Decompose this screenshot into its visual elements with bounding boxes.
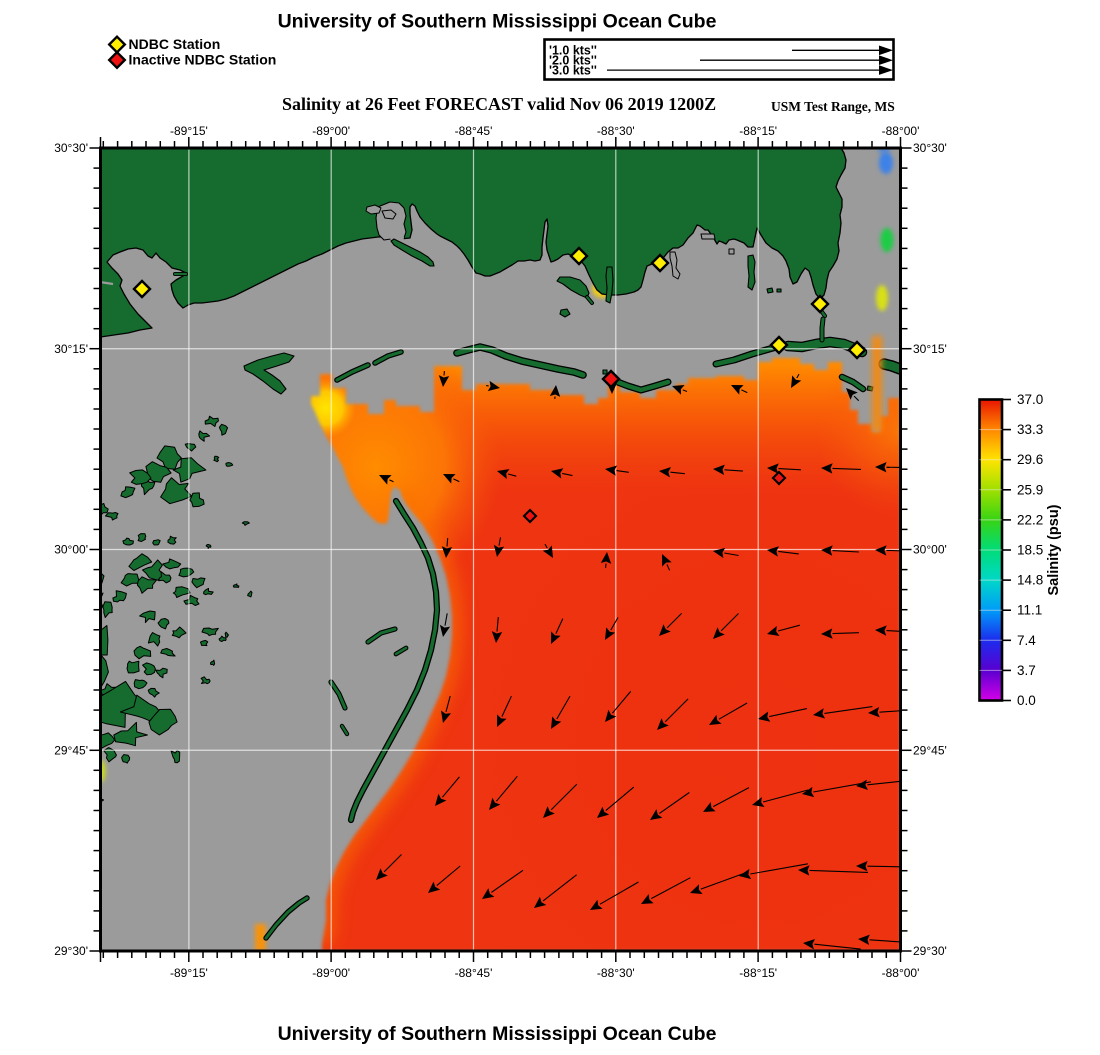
svg-text:29°45': 29°45' [54, 743, 88, 757]
svg-text:29°30': 29°30' [913, 944, 947, 958]
svg-text:22.2: 22.2 [1017, 512, 1043, 527]
svg-text:25.9: 25.9 [1017, 482, 1043, 497]
svg-text:37.0: 37.0 [1017, 392, 1043, 407]
svg-text:Salinity at 26 Feet FORECAST v: Salinity at 26 Feet FORECAST valid Nov 0… [282, 94, 716, 114]
svg-text:30°15': 30°15' [54, 342, 88, 356]
svg-text:University of Southern Mississ: University of Southern Mississippi Ocean… [278, 1023, 717, 1045]
svg-text:-89°00': -89°00' [312, 124, 350, 138]
svg-text:30°15': 30°15' [913, 342, 947, 356]
svg-text:30°30': 30°30' [54, 141, 88, 155]
svg-text:'3.0 kts'': '3.0 kts'' [549, 63, 597, 77]
svg-text:14.8: 14.8 [1017, 573, 1043, 588]
svg-text:-89°15': -89°15' [170, 124, 208, 138]
svg-text:University of Southern Mississ: University of Southern Mississippi Ocean… [278, 11, 717, 33]
svg-text:29°30': 29°30' [54, 944, 88, 958]
svg-text:7.4: 7.4 [1017, 633, 1036, 648]
svg-text:-88°45': -88°45' [455, 124, 493, 138]
svg-text:3.7: 3.7 [1017, 663, 1036, 678]
svg-text:Salinity (psu): Salinity (psu) [1046, 504, 1062, 595]
svg-text:30°00': 30°00' [54, 543, 88, 557]
svg-text:18.5: 18.5 [1017, 543, 1043, 558]
svg-text:-88°00': -88°00' [882, 124, 920, 138]
svg-text:-88°30': -88°30' [597, 124, 635, 138]
svg-text:11.1: 11.1 [1017, 603, 1042, 618]
svg-text:-88°15': -88°15' [739, 966, 777, 980]
svg-text:30°30': 30°30' [913, 141, 947, 155]
svg-text:-89°00': -89°00' [312, 966, 350, 980]
svg-text:-88°45': -88°45' [455, 966, 493, 980]
svg-text:-88°00': -88°00' [882, 966, 920, 980]
svg-text:33.3: 33.3 [1017, 422, 1043, 437]
svg-text:NDBC Station: NDBC Station [129, 36, 221, 52]
svg-text:-89°15': -89°15' [170, 966, 208, 980]
svg-text:Inactive NDBC Station: Inactive NDBC Station [129, 52, 277, 68]
svg-text:29°45': 29°45' [913, 743, 947, 757]
svg-text:-88°15': -88°15' [739, 124, 777, 138]
svg-text:30°00': 30°00' [913, 543, 947, 557]
svg-text:0.0: 0.0 [1017, 693, 1036, 708]
svg-text:29.6: 29.6 [1017, 452, 1043, 467]
svg-text:USM Test Range, MS: USM Test Range, MS [771, 99, 895, 114]
svg-text:-88°30': -88°30' [597, 966, 635, 980]
